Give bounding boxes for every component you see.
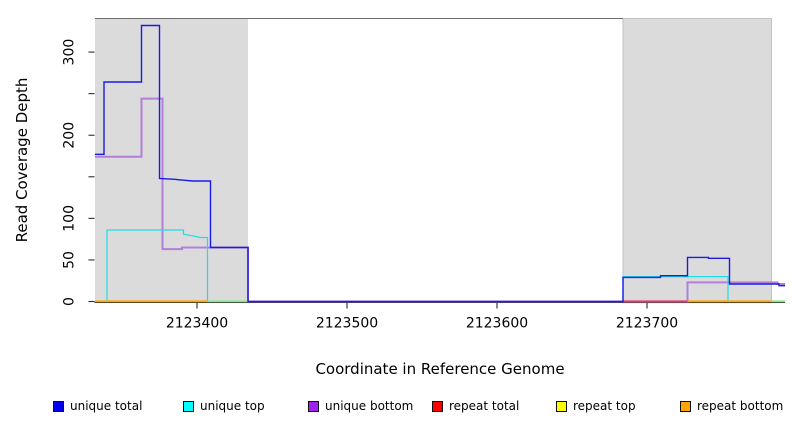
unique-top-swatch-icon: [183, 400, 194, 412]
y-tick-label: 300: [62, 39, 78, 66]
x-tick-label: 2123500: [316, 316, 378, 332]
x-axis-title: Coordinate in Reference Genome: [315, 360, 564, 378]
data-series: [95, 24, 785, 303]
legend-item-unique-top: unique top: [183, 399, 265, 413]
series-unique-total: [95, 24, 785, 303]
repeat-total-swatch-icon: [432, 400, 443, 412]
legend-label: unique total: [70, 399, 143, 413]
legend-label: unique top: [200, 399, 265, 413]
legend-item-repeat-total: repeat total: [432, 399, 519, 413]
legend-label: unique bottom: [325, 399, 414, 413]
repeat-top-swatch-icon: [556, 400, 567, 412]
legend-item-unique-total: unique total: [53, 399, 142, 413]
series-unique-top: [106, 229, 209, 302]
legend-item-unique-bottom: unique bottom: [308, 399, 413, 413]
shaded-regions: [95, 18, 772, 304]
y-tick-label: 100: [62, 205, 78, 232]
repeat-bottom-swatch-icon: [680, 400, 691, 412]
covered-region: [95, 18, 248, 303]
axis-ticks: 2123400 2123500 2123600 2123700 0 50 100 200 300: [62, 39, 679, 332]
legend-item-repeat-top: repeat top: [556, 399, 636, 413]
legend-item-repeat-bottom: repeat bottom: [680, 399, 783, 413]
legend-label: repeat bottom: [697, 399, 784, 413]
coverage-plot: 2123400 2123500 2123600 2123700 0 50 100 200 300…: [13, 17, 785, 378]
x-tick-label: 2123600: [466, 316, 528, 332]
unique-bottom-swatch-icon: [308, 400, 319, 412]
y-tick-label: 50: [62, 251, 78, 269]
legend-label: repeat top: [573, 399, 636, 413]
y-axis-title: Read Coverage Depth: [13, 78, 31, 243]
unique-total-swatch-icon: [53, 400, 64, 412]
legend: unique total unique top unique bottom re…: [0, 399, 792, 417]
legend-label: repeat total: [449, 399, 520, 413]
covered-region: [623, 18, 772, 303]
y-tick-label: 0: [62, 297, 78, 306]
y-tick-label: 200: [62, 122, 78, 149]
x-tick-label: 2123700: [616, 316, 678, 332]
x-tick-label: 2123400: [166, 316, 228, 332]
